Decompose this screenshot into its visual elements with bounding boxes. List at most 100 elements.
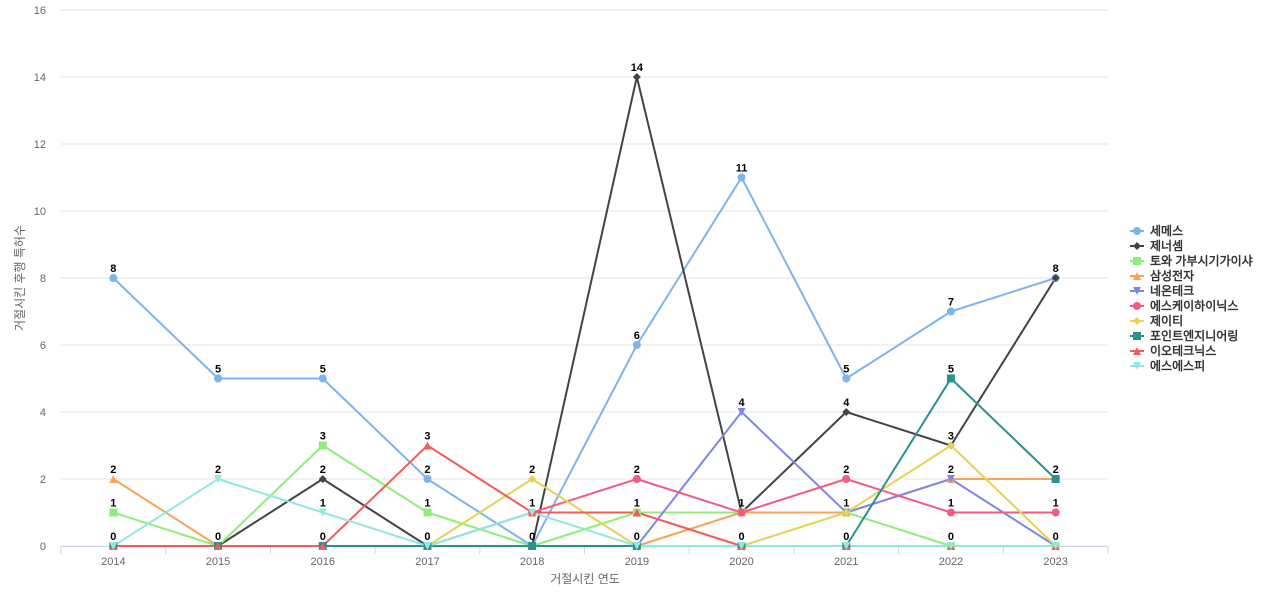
data-label: 4 bbox=[843, 397, 850, 409]
legend-item-0[interactable]: 세메스 bbox=[1130, 223, 1183, 238]
data-label: 1 bbox=[843, 498, 849, 510]
data-point-1-2[interactable] bbox=[318, 475, 327, 483]
x-tick-label: 2014 bbox=[101, 556, 125, 568]
data-point-7-9[interactable] bbox=[1051, 475, 1060, 483]
data-point-8-1[interactable] bbox=[214, 542, 223, 550]
data-point-3-0[interactable] bbox=[109, 475, 118, 483]
data-point-2-3[interactable] bbox=[423, 508, 432, 517]
legend-marker[interactable] bbox=[1133, 272, 1141, 280]
legend-item-7[interactable]: 포인트엔지니어링 bbox=[1130, 328, 1238, 343]
legend-marker[interactable] bbox=[1133, 227, 1141, 235]
data-point-8-5[interactable] bbox=[632, 508, 641, 517]
data-point-0-7[interactable] bbox=[842, 374, 851, 383]
legend-label[interactable]: 세메스 bbox=[1150, 223, 1183, 238]
legend-label[interactable]: 제이티 bbox=[1150, 313, 1183, 328]
data-label: 1 bbox=[634, 498, 640, 510]
data-point-1-5[interactable] bbox=[632, 73, 641, 81]
legend-label[interactable]: 삼성전자 bbox=[1150, 268, 1194, 283]
data-point-9-3[interactable] bbox=[423, 542, 432, 550]
legend-item-2[interactable]: 토와 가부시기가이샤 bbox=[1130, 253, 1253, 268]
data-point-2-0[interactable] bbox=[109, 508, 118, 517]
data-point-5-8[interactable] bbox=[946, 508, 955, 517]
data-label: 3 bbox=[424, 431, 430, 443]
data-point-9-2[interactable] bbox=[318, 508, 327, 517]
data-point-5-5[interactable] bbox=[632, 475, 641, 483]
legend-label[interactable]: 에스케이하이닉스 bbox=[1150, 298, 1238, 313]
data-point-4-6[interactable] bbox=[737, 408, 746, 416]
data-labels: 8210520532103210210146210114105421075321… bbox=[110, 62, 1058, 543]
data-label: 8 bbox=[110, 263, 116, 275]
data-point-0-3[interactable] bbox=[423, 475, 432, 483]
legend-item-5[interactable]: 에스케이하이닉스 bbox=[1130, 298, 1238, 313]
legend-item-3[interactable]: 삼성전자 bbox=[1130, 268, 1194, 283]
data-label: 1 bbox=[424, 498, 430, 510]
data-point-0-2[interactable] bbox=[318, 374, 327, 383]
data-point-8-3[interactable] bbox=[423, 441, 432, 450]
data-point-9-0[interactable] bbox=[109, 542, 118, 550]
data-point-2-2[interactable] bbox=[318, 441, 327, 450]
data-point-0-1[interactable] bbox=[214, 374, 223, 383]
data-point-6-4[interactable] bbox=[528, 475, 537, 483]
data-label: 11 bbox=[736, 163, 748, 175]
x-tick-label: 2022 bbox=[939, 556, 963, 568]
legend-marker[interactable] bbox=[1133, 347, 1141, 355]
data-point-1-7[interactable] bbox=[842, 408, 851, 416]
data-point-1-9[interactable] bbox=[1051, 274, 1060, 282]
data-point-0-0[interactable] bbox=[109, 274, 118, 282]
data-point-6-7[interactable] bbox=[842, 508, 851, 517]
data-point-8-2[interactable] bbox=[318, 542, 327, 550]
legend-label[interactable]: 토와 가부시기가이샤 bbox=[1150, 253, 1253, 268]
legend-marker[interactable] bbox=[1133, 332, 1141, 340]
legend-marker[interactable] bbox=[1133, 257, 1141, 265]
data-point-9-7[interactable] bbox=[842, 542, 851, 550]
legend-marker[interactable] bbox=[1133, 287, 1141, 295]
data-point-9-6[interactable] bbox=[737, 542, 746, 550]
data-point-9-5[interactable] bbox=[632, 542, 641, 550]
legend-label[interactable]: 포인트엔지니어링 bbox=[1150, 328, 1238, 343]
data-label: 1 bbox=[320, 498, 326, 510]
data-label: 3 bbox=[948, 431, 954, 443]
x-tick-label: 2021 bbox=[834, 556, 858, 568]
data-label: 14 bbox=[631, 62, 644, 74]
data-label: 0 bbox=[634, 531, 640, 543]
legend-label[interactable]: 제너셈 bbox=[1150, 238, 1183, 253]
data-label: 5 bbox=[948, 364, 954, 376]
data-point-7-8[interactable] bbox=[946, 374, 955, 383]
data-point-9-9[interactable] bbox=[1051, 542, 1060, 550]
legend-label[interactable]: 네온테크 bbox=[1150, 283, 1194, 298]
data-point-5-7[interactable] bbox=[842, 475, 851, 483]
data-point-9-1[interactable] bbox=[214, 475, 223, 483]
data-point-4-8[interactable] bbox=[946, 475, 955, 483]
legend-item-9[interactable]: 에스에스피 bbox=[1130, 358, 1205, 373]
data-label: 0 bbox=[320, 531, 326, 543]
data-point-5-9[interactable] bbox=[1051, 508, 1060, 517]
data-point-7-4[interactable] bbox=[528, 542, 537, 550]
legend-item-1[interactable]: 제너셈 bbox=[1130, 238, 1183, 253]
legend-marker[interactable] bbox=[1133, 242, 1141, 250]
data-point-5-6[interactable] bbox=[737, 508, 746, 517]
legend-label[interactable]: 이오테크닉스 bbox=[1150, 343, 1216, 358]
data-point-0-6[interactable] bbox=[737, 173, 746, 182]
legend-item-4[interactable]: 네온테크 bbox=[1130, 283, 1194, 298]
legend-item-8[interactable]: 이오테크닉스 bbox=[1130, 343, 1216, 358]
y-tick-label: 10 bbox=[34, 206, 46, 218]
legend-marker[interactable] bbox=[1133, 362, 1141, 370]
x-tick-label: 2015 bbox=[206, 556, 230, 568]
x-tick-label: 2017 bbox=[415, 556, 439, 568]
data-label: 4 bbox=[738, 397, 745, 409]
data-point-0-8[interactable] bbox=[946, 307, 955, 316]
data-label: 0 bbox=[1053, 531, 1059, 543]
legend-marker[interactable] bbox=[1133, 302, 1141, 310]
data-point-0-5[interactable] bbox=[632, 341, 641, 349]
data-label: 0 bbox=[110, 531, 116, 543]
data-point-9-8[interactable] bbox=[946, 542, 955, 550]
data-point-6-8[interactable] bbox=[946, 441, 955, 450]
legend-label[interactable]: 에스에스피 bbox=[1150, 358, 1205, 373]
data-label: 0 bbox=[738, 531, 744, 543]
data-point-9-4[interactable] bbox=[528, 508, 537, 517]
series-lines bbox=[112, 76, 1057, 547]
legend-item-6[interactable]: 제이티 bbox=[1130, 313, 1183, 328]
legend-marker[interactable] bbox=[1133, 317, 1141, 325]
